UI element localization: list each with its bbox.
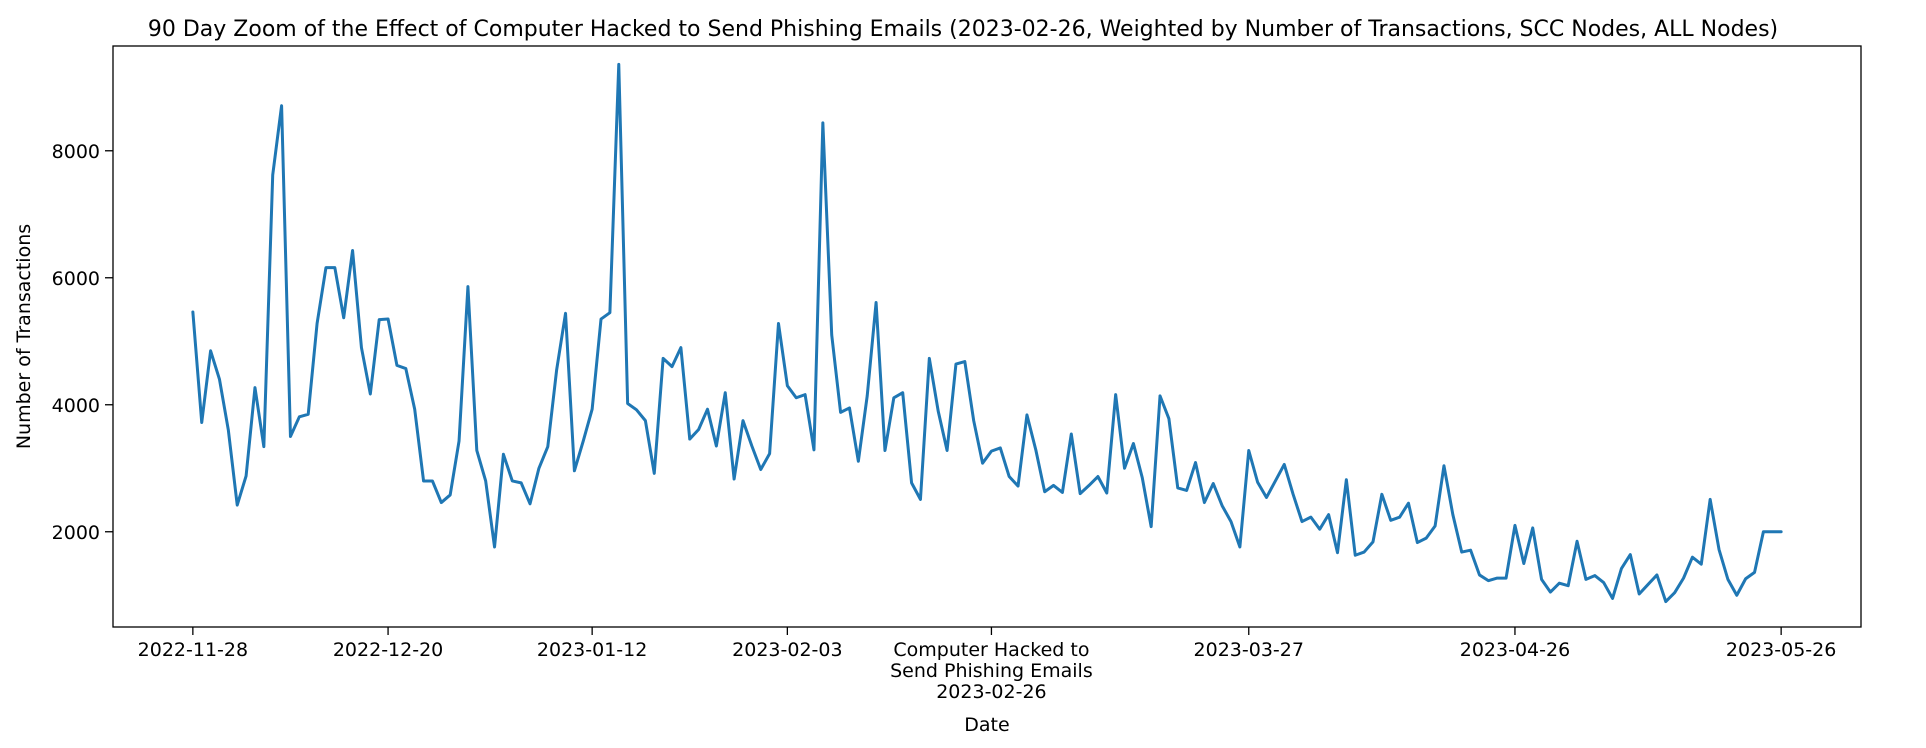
y-axis: 2000 4000 6000 8000 [52,141,113,544]
y-axis-label: Number of Transactions [13,224,35,449]
series-line [191,62,1783,604]
x-tick-label: Computer Hacked to Send Phishing Emails 20… [890,639,1093,703]
y-tick-label: 2000 [52,522,100,544]
x-tick-label: 2022-11-28 [138,639,248,661]
plot-area [112,45,1862,628]
x-tick-label: 2023-04-26 [1460,639,1570,661]
x-tick-label: 2023-03-27 [1194,639,1304,661]
x-tick-label: 2023-01-12 [537,639,647,661]
plot-frame [112,45,1862,628]
x-tick-label: 2023-05-26 [1726,639,1836,661]
chart-title: 90 Day Zoom of the Effect of Computer Ha… [148,17,1778,42]
x-axis: 2022-11-28 2022-12-20 2023-01-12 2023-02-03… [138,627,1836,703]
y-tick-label: 4000 [52,395,100,417]
x-tick-label: 2022-12-20 [333,639,443,661]
y-tick-label: 8000 [52,141,100,163]
x-axis-label: Date [964,714,1009,736]
x-tick-label: 2023-02-03 [732,639,842,661]
y-tick-label: 6000 [52,268,100,290]
